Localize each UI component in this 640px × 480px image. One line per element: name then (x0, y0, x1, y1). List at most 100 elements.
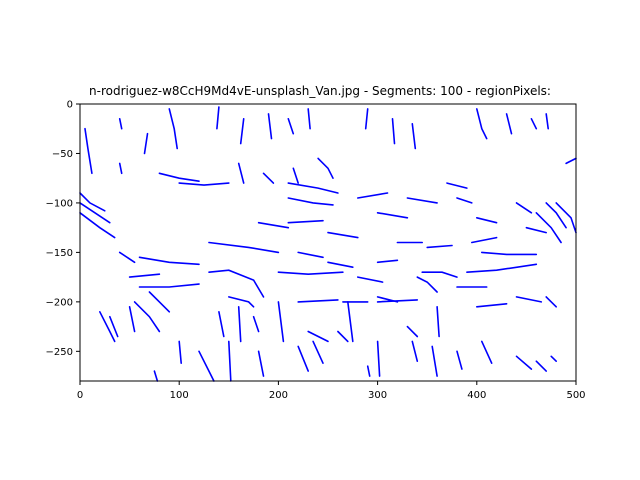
y-tick-label: −200 (46, 297, 73, 308)
y-tick-label: −150 (46, 248, 73, 259)
segment-line-51 (357, 276, 384, 283)
segment-line-48 (277, 271, 344, 276)
segment-line-69 (277, 301, 285, 343)
segment-line-99 (148, 291, 171, 313)
y-tick-label: −250 (46, 347, 73, 358)
segment-line-49 (297, 251, 324, 259)
segment-line-8 (287, 118, 295, 135)
segment-line-47 (118, 251, 136, 264)
segment-line-83 (431, 345, 438, 377)
plot-area (79, 103, 577, 382)
segment-line-33 (456, 197, 473, 204)
segment-line-15 (530, 118, 538, 130)
x-axis: 0 100 200 300 400 500 (77, 381, 586, 401)
segment-line-74 (337, 330, 349, 343)
segment-line-86 (515, 355, 533, 370)
segment-lines (79, 106, 577, 382)
segment-line-91 (79, 202, 111, 224)
segment-line-28 (327, 231, 359, 239)
segment-line-30 (376, 212, 409, 219)
segment-line-89 (153, 370, 159, 382)
segment-line-66 (128, 306, 136, 333)
segment-line-19 (158, 172, 200, 182)
segment-line-56 (376, 299, 419, 303)
segment-line-43 (208, 269, 265, 298)
segment-line-70 (347, 301, 354, 343)
segment-line-77 (228, 340, 232, 382)
segment-line-6 (239, 118, 245, 145)
segment-line-92 (79, 212, 116, 239)
segment-line-37 (481, 251, 538, 256)
segment-line-12 (411, 123, 417, 150)
segment-line-60 (545, 296, 557, 308)
x-tick-label: 100 (170, 390, 189, 401)
segment-line-100 (133, 301, 161, 333)
x-tick-label: 0 (77, 390, 83, 401)
segment-line-52 (376, 259, 399, 264)
segment-line-5 (216, 106, 220, 130)
segment-line-68 (237, 306, 242, 343)
segment-line-42 (138, 283, 200, 288)
segment-line-84 (456, 350, 463, 370)
y-tick-label: −100 (46, 198, 73, 209)
segment-line-88 (550, 355, 557, 362)
segment-line-97 (416, 276, 438, 293)
segment-line-24 (287, 182, 339, 194)
segment-line-31 (406, 197, 438, 204)
segment-line-65 (109, 315, 119, 338)
segment-line-16 (545, 113, 549, 130)
segment-line-94 (545, 202, 567, 229)
segment-line-17 (565, 157, 577, 165)
segment-line-87 (535, 360, 547, 372)
segment-line-64 (99, 311, 116, 343)
segment-line-35 (525, 226, 547, 234)
segment-line-72 (406, 325, 419, 338)
x-tick-label: 500 (566, 390, 585, 401)
segment-line-98 (421, 271, 458, 278)
segment-line-50 (327, 261, 354, 268)
segment-line-4 (168, 108, 178, 150)
segment-line-25 (287, 197, 334, 206)
x-tick-label: 300 (368, 390, 387, 401)
segment-line-1 (84, 127, 93, 175)
segment-line-26 (317, 157, 334, 179)
segment-line-41 (138, 256, 200, 266)
segment-line-95 (535, 212, 562, 244)
chart-title: n-rodriguez-w8CcH9Md4vE-unsplash_Van.jpg… (89, 84, 551, 98)
x-tick-label: 200 (269, 390, 288, 401)
segment-line-63 (252, 315, 260, 333)
segment-line-34 (476, 217, 498, 224)
segment-line-11 (391, 118, 396, 145)
x-tick-label: 400 (467, 390, 486, 401)
segment-line-36 (515, 202, 533, 214)
segment-line-67 (218, 311, 225, 338)
segment-line-73 (307, 330, 329, 343)
segment-line-59 (515, 296, 543, 303)
segment-line-57 (466, 263, 538, 273)
segment-line-29 (357, 192, 389, 199)
segment-line-96 (555, 202, 577, 234)
segment-line-3 (143, 132, 149, 155)
segment-line-20 (178, 182, 230, 186)
segment-line-90 (366, 365, 371, 377)
segment-line-54 (297, 299, 339, 303)
segment-line-32 (446, 182, 468, 189)
segment-line-7 (267, 113, 273, 140)
y-tick-label: −50 (52, 149, 73, 160)
segment-line-27 (287, 219, 324, 224)
segment-line-22 (262, 172, 275, 184)
segment-line-10 (364, 108, 369, 130)
axes-frame (79, 103, 577, 382)
segment-line-71 (436, 306, 440, 338)
segment-line-44 (208, 241, 280, 254)
segment-line-80 (312, 340, 324, 364)
segment-line-61 (476, 303, 508, 308)
segment-line-76 (198, 350, 215, 382)
segment-line-21 (237, 162, 245, 184)
segment-line-93 (79, 192, 106, 212)
segment-line-85 (481, 340, 493, 364)
segment-line-18 (118, 162, 123, 175)
segment-line-62 (228, 296, 255, 308)
segment-line-9 (307, 108, 311, 130)
